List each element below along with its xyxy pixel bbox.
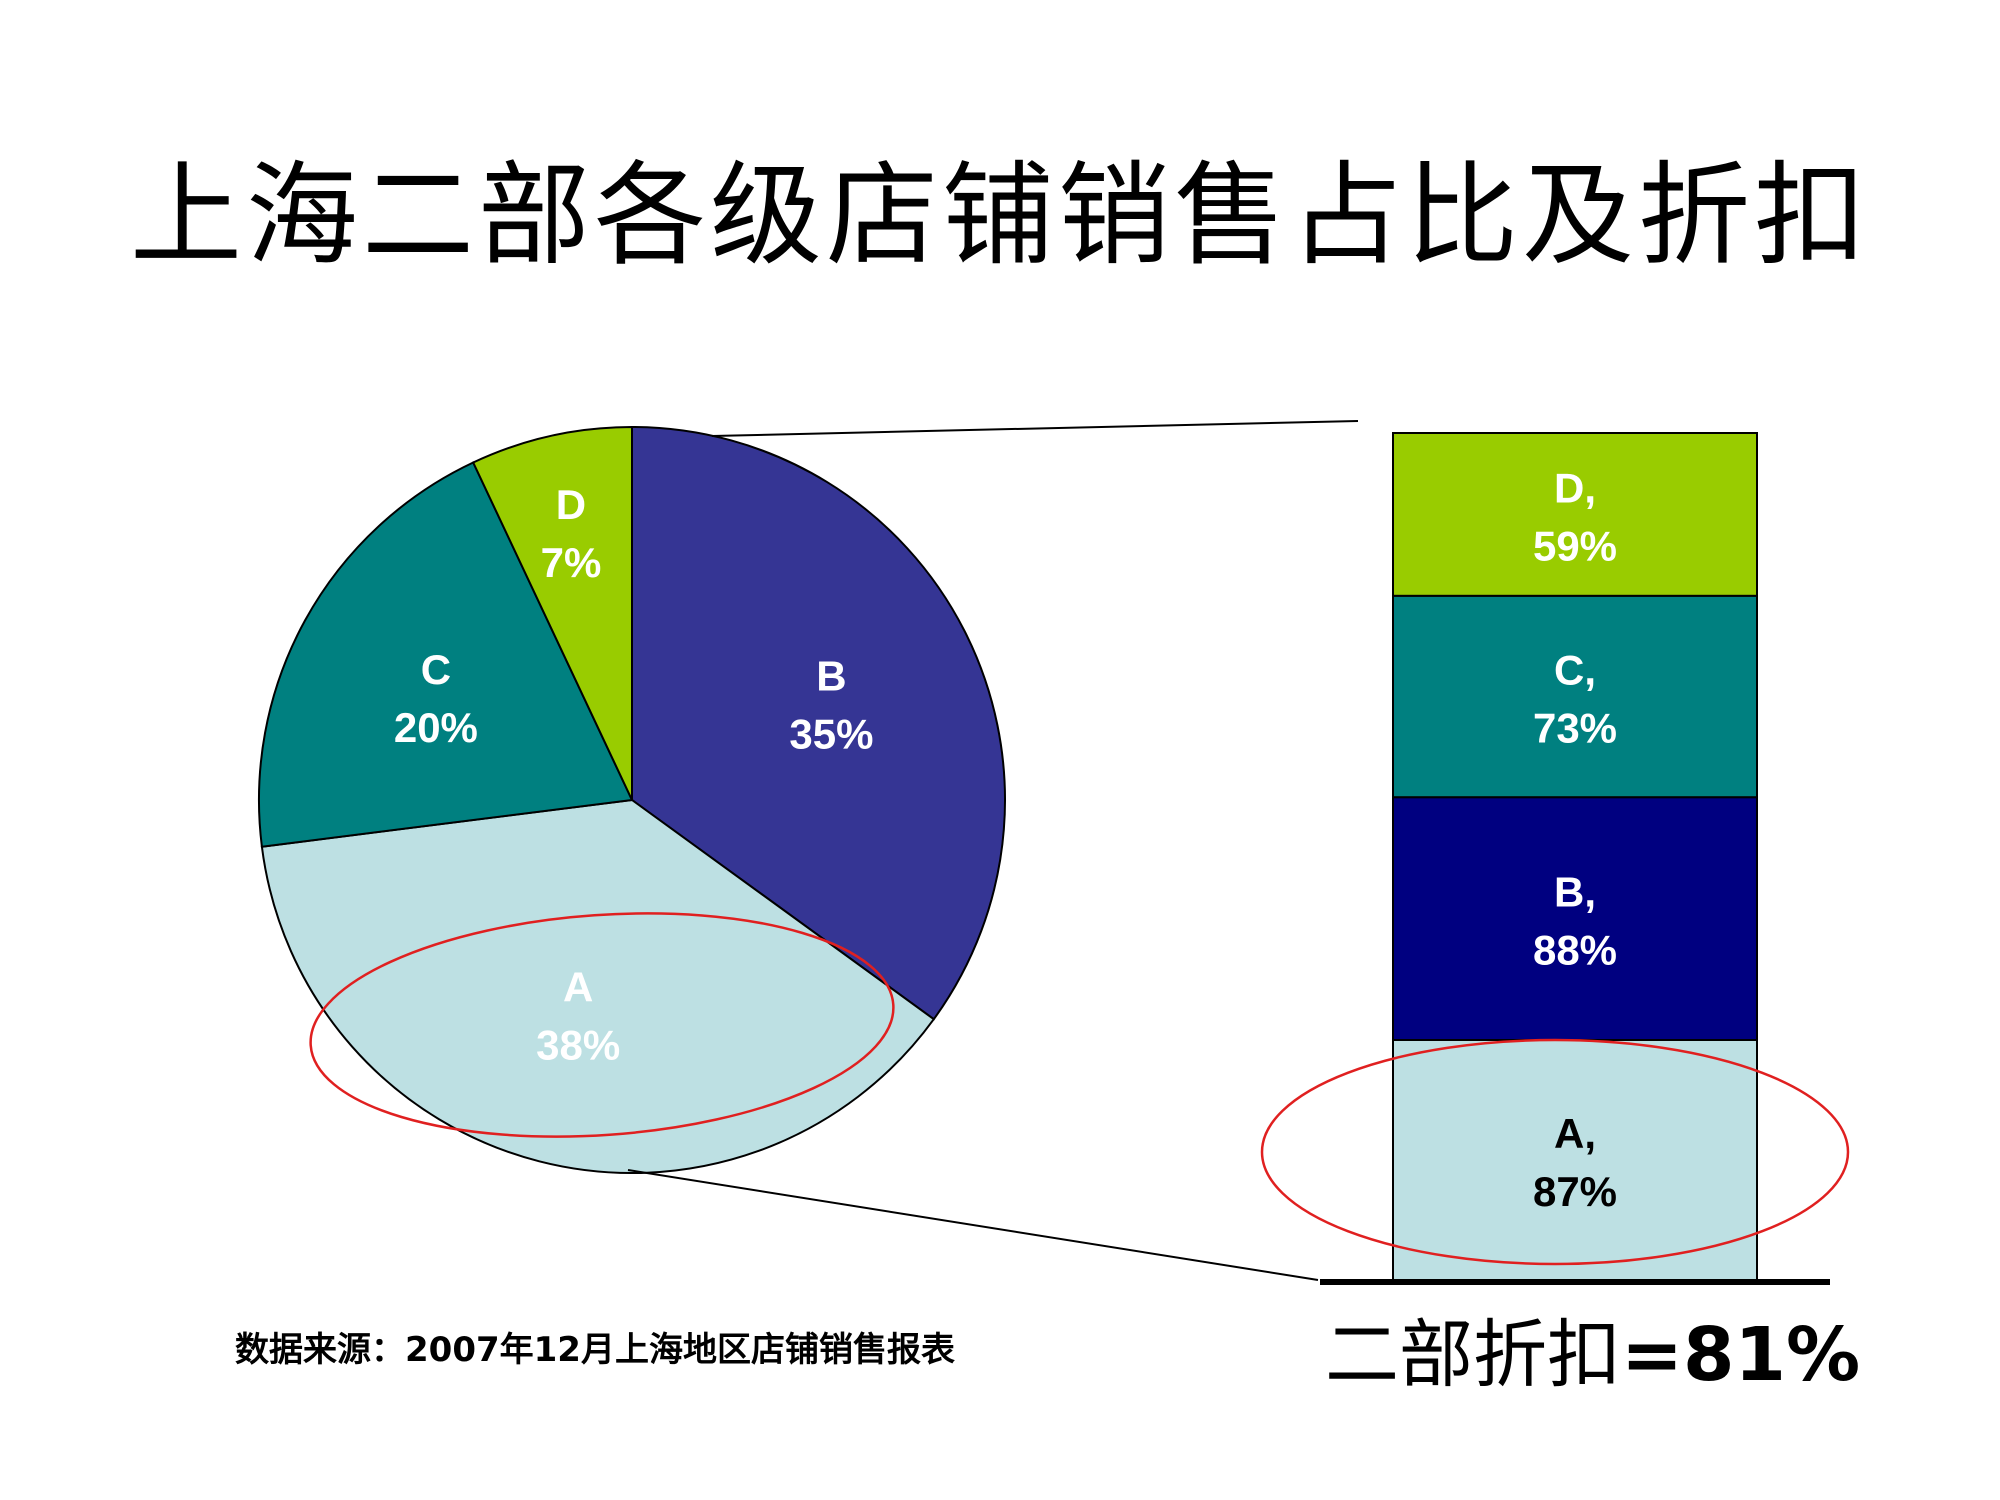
bar-label-c: C, 73%	[1533, 646, 1617, 751]
bar-label-d-name: D,	[1554, 464, 1596, 511]
pie-chart: B 35% A 38% C 20% D 7%	[257, 425, 1006, 1175]
pie-label-a-value: 38%	[536, 1022, 620, 1069]
bar-label-a: A, 87%	[1533, 1110, 1617, 1215]
discount-summary: 二部折扣=81%	[1325, 1295, 1860, 1402]
pie-label-c-name: C	[421, 646, 451, 693]
page-title: 上海二部各级店铺销售占比及折扣	[130, 151, 1870, 281]
pie-label-c: C 20%	[394, 646, 478, 751]
pie-slice-d	[471, 425, 633, 801]
bar-highlight-ellipse	[1260, 1038, 1850, 1266]
pie-highlight-ellipse	[309, 912, 895, 1138]
bar-segment-c	[1392, 594, 1758, 799]
pie-label-b: B 35%	[789, 652, 873, 757]
pie-label-d-name: D	[556, 481, 586, 528]
bar-label-b: B, 88%	[1533, 869, 1617, 974]
connector-lines	[627, 420, 1359, 1281]
bar-segment-d	[1392, 432, 1758, 597]
bar-label-b-value: 88%	[1533, 927, 1617, 974]
bar-segment-b	[1392, 796, 1758, 1042]
bar-label-b-name: B,	[1554, 869, 1596, 916]
pie-label-b-name: B	[816, 652, 846, 699]
pie-label-d-value: 7%	[541, 539, 602, 586]
pie-label-a-name: A	[563, 964, 593, 1011]
pie-slice-c	[257, 461, 634, 848]
pie-label-a: A 38%	[536, 964, 620, 1069]
pie-label-d: D 7%	[541, 481, 602, 586]
pie-slice-a	[260, 798, 936, 1175]
bar-label-a-name: A,	[1554, 1110, 1596, 1157]
bar-segment-a	[1392, 1039, 1758, 1281]
stacked-bar-chart: A, 87% B, 88% C, 73% D, 59%	[1260, 432, 1850, 1285]
connector-line-bottom	[627, 1169, 1319, 1281]
bar-label-d: D, 59%	[1533, 464, 1617, 569]
discount-summary-label: 二部折扣	[1325, 1312, 1621, 1398]
pie-label-c-value: 20%	[394, 704, 478, 751]
bar-label-c-name: C,	[1554, 646, 1596, 693]
discount-summary-value: =81%	[1621, 1312, 1861, 1398]
pie-label-b-value: 35%	[789, 710, 873, 757]
bar-label-c-value: 73%	[1533, 704, 1617, 751]
connector-line-top	[711, 420, 1359, 437]
bar-label-a-value: 87%	[1533, 1168, 1617, 1215]
bar-label-d-value: 59%	[1533, 522, 1617, 569]
pie-slice-b	[631, 425, 1006, 1021]
source-note: 数据来源：2007年12月上海地区店铺销售报表	[235, 1330, 955, 1370]
